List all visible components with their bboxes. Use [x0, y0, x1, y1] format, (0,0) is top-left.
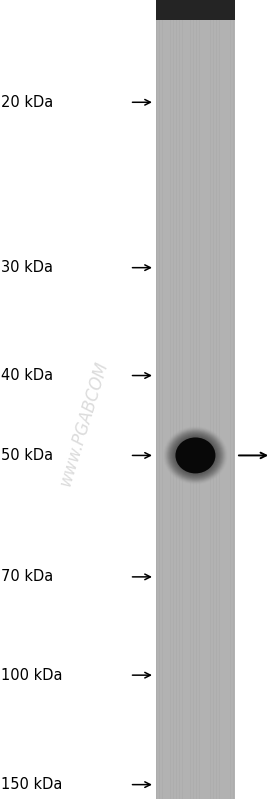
Bar	[199, 0, 200, 799]
Bar	[162, 0, 163, 799]
Bar	[190, 0, 191, 799]
Ellipse shape	[188, 448, 203, 463]
Ellipse shape	[165, 428, 226, 483]
Ellipse shape	[182, 443, 209, 467]
Ellipse shape	[174, 435, 217, 475]
Bar	[183, 0, 184, 799]
Text: 50 kDa: 50 kDa	[1, 448, 53, 463]
Text: www.PGABCOM: www.PGABCOM	[56, 359, 112, 488]
Bar	[207, 0, 208, 799]
Bar	[223, 0, 224, 799]
Bar	[173, 0, 174, 799]
Ellipse shape	[176, 438, 215, 473]
Bar	[186, 0, 187, 799]
Bar	[219, 0, 220, 799]
Bar	[229, 0, 230, 799]
Ellipse shape	[167, 430, 224, 481]
Bar	[210, 0, 211, 799]
Bar	[163, 0, 164, 799]
Ellipse shape	[179, 441, 212, 470]
Ellipse shape	[187, 447, 204, 463]
Ellipse shape	[190, 451, 201, 460]
Text: 30 kDa: 30 kDa	[1, 260, 53, 275]
Text: 40 kDa: 40 kDa	[1, 368, 53, 383]
Text: 20 kDa: 20 kDa	[1, 95, 54, 109]
Bar	[156, 0, 157, 799]
Bar	[203, 0, 204, 799]
Ellipse shape	[178, 440, 213, 471]
Ellipse shape	[193, 453, 198, 458]
Ellipse shape	[171, 433, 220, 478]
Ellipse shape	[172, 435, 218, 476]
Ellipse shape	[193, 454, 197, 457]
Ellipse shape	[169, 431, 222, 479]
Ellipse shape	[176, 438, 215, 473]
Ellipse shape	[181, 443, 210, 468]
Bar	[169, 0, 170, 799]
Ellipse shape	[177, 439, 214, 471]
Text: 150 kDa: 150 kDa	[1, 777, 63, 792]
Text: 100 kDa: 100 kDa	[1, 668, 63, 682]
Ellipse shape	[192, 452, 199, 459]
Ellipse shape	[166, 429, 225, 482]
Bar	[213, 0, 214, 799]
Bar	[196, 0, 197, 799]
Ellipse shape	[186, 447, 205, 464]
Ellipse shape	[164, 427, 227, 483]
Bar	[193, 0, 194, 799]
Ellipse shape	[184, 445, 207, 466]
Ellipse shape	[189, 449, 202, 462]
Bar	[192, 0, 193, 799]
Bar	[200, 0, 201, 799]
Ellipse shape	[170, 432, 221, 479]
Ellipse shape	[168, 431, 223, 480]
Bar	[156, 0, 235, 20]
Ellipse shape	[183, 444, 208, 467]
Ellipse shape	[195, 455, 196, 456]
Ellipse shape	[180, 442, 211, 469]
Bar	[189, 0, 190, 799]
Ellipse shape	[176, 439, 214, 472]
Bar	[156, 0, 235, 799]
Bar	[159, 0, 160, 799]
Bar	[233, 0, 234, 799]
Bar	[179, 0, 180, 799]
Bar	[166, 0, 167, 799]
Ellipse shape	[191, 451, 200, 459]
Ellipse shape	[185, 446, 206, 465]
Bar	[206, 0, 207, 799]
Bar	[182, 0, 183, 799]
Bar	[226, 0, 227, 799]
Bar	[216, 0, 217, 799]
Ellipse shape	[172, 434, 219, 477]
Bar	[220, 0, 221, 799]
Bar	[209, 0, 210, 799]
Bar	[230, 0, 231, 799]
Ellipse shape	[174, 436, 216, 475]
Bar	[176, 0, 177, 799]
Ellipse shape	[163, 427, 228, 484]
Bar	[160, 0, 161, 799]
Bar	[212, 0, 213, 799]
Text: 70 kDa: 70 kDa	[1, 570, 54, 584]
